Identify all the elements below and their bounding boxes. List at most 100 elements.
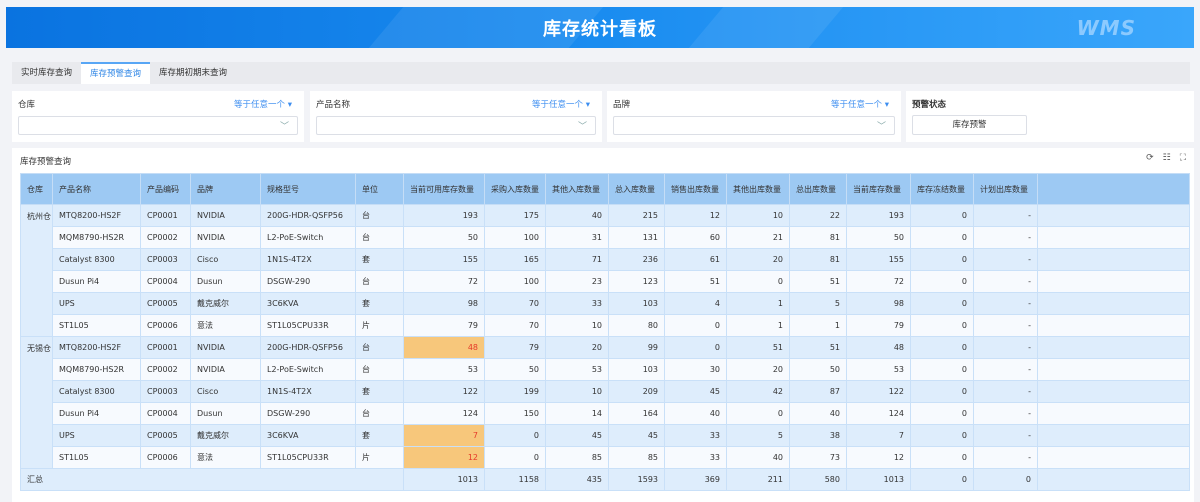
- table-cell: 12: [846, 446, 911, 469]
- column-header[interactable]: 其他出库数量: [726, 173, 790, 205]
- table-cell: 193: [403, 204, 485, 227]
- table-row[interactable]: MQM8790-HS2R CP0002 NVIDIA L2-PoE-Switch 台 53…: [21, 358, 1190, 381]
- product-name-select[interactable]: ﹀: [316, 116, 596, 135]
- column-header[interactable]: 规格型号: [260, 173, 356, 205]
- filter-operator-dropdown[interactable]: 等于任意一个 ▾: [234, 100, 292, 110]
- header-banner: 库存统计看板 WMS: [6, 7, 1194, 48]
- table-row[interactable]: 杭州仓 MTQ8200-HS2F CP0001 NVIDIA 200G-HDR-QSFP…: [20, 204, 1190, 337]
- fullscreen-icon[interactable]: ⛶: [1179, 153, 1186, 163]
- table-cell: 122: [846, 380, 911, 403]
- table-cell: 51: [789, 270, 847, 293]
- table-cell: 81: [789, 248, 847, 271]
- table-cell: 台: [355, 226, 404, 249]
- table-cell: 61: [664, 248, 727, 271]
- summary-label: 汇总: [20, 468, 404, 491]
- column-header[interactable]: 总出库数量: [789, 173, 847, 205]
- column-header[interactable]: 其他入库数量: [545, 173, 609, 205]
- table-cell: 122: [403, 380, 485, 403]
- filter-label: 预警状态: [912, 100, 947, 110]
- table-row[interactable]: UPS CP0005 戴克威尔 3C6KVA 套 98 70 33 103 4 1 5 98 0-: [21, 292, 1190, 315]
- table-row[interactable]: Dusun Pi4 CP0004 Dusun DSGW-290 台 72 100 23 123 5…: [21, 270, 1190, 293]
- table-row[interactable]: Dusun Pi4 CP0004 Dusun DSGW-290 台 124 150 14 164…: [21, 402, 1190, 425]
- table-cell: Dusun: [190, 402, 261, 425]
- table-cell: 5: [726, 424, 790, 447]
- table-cell: 10: [726, 204, 790, 227]
- table-cell: 79: [846, 314, 911, 337]
- table-row[interactable]: UPS CP0005 戴克威尔 3C6KVA 套 7 0 45 45 33 5 38 7 0-: [21, 424, 1190, 447]
- table-row[interactable]: ST1L05 CP0006 意法 ST1L05CPU33R 片 79 70 10 80 0 1 1 79…: [21, 314, 1190, 337]
- table-row[interactable]: MQM8790-HS2R CP0002 NVIDIA L2-PoE-Switch 台 50…: [21, 226, 1190, 249]
- table-row[interactable]: Catalyst 8300 CP0003 Cisco 1N1S-4T2X 套 155 165…: [21, 248, 1190, 271]
- tab-realtime-inventory[interactable]: 实时库存查询: [21, 68, 73, 78]
- chevron-down-icon: ﹀: [577, 122, 587, 132]
- table-cell: 50: [789, 358, 847, 381]
- inventory-warning-button[interactable]: 库存预警: [912, 115, 1027, 135]
- inventory-warning-table-card: 库存预警查询 ⟳ ☷ ⛶ 仓库 产品名称 产品编码 品牌 规格型号 单位 当前可用库存数量采…: [12, 148, 1194, 502]
- column-header[interactable]: 库存冻结数量: [910, 173, 974, 205]
- table-cell: UPS: [52, 292, 141, 315]
- summary-cell: 0: [973, 468, 1038, 491]
- table-cell: CP0001: [140, 204, 191, 227]
- filter-operator-dropdown[interactable]: 等于任意一个 ▾: [831, 100, 889, 110]
- table-cell: 套: [355, 380, 404, 403]
- table-cell: 38: [789, 424, 847, 447]
- summary-cell: 1013: [403, 468, 485, 491]
- table-cell: 0: [910, 314, 974, 337]
- table-cell: 70: [484, 314, 546, 337]
- column-header[interactable]: 采购入库数量: [484, 173, 546, 205]
- table-cell: 53: [403, 358, 485, 381]
- column-header[interactable]: 当前可用库存数量: [403, 173, 485, 205]
- filler-cell: [1037, 336, 1190, 359]
- table-cell: MQM8790-HS2R: [52, 358, 141, 381]
- column-header[interactable]: 单位: [355, 173, 404, 205]
- table-cell: 0: [910, 380, 974, 403]
- filler-cell: [1037, 446, 1190, 469]
- table-cell: 33: [664, 446, 727, 469]
- table-cell: 71: [545, 248, 609, 271]
- table-cell: Catalyst 8300: [52, 380, 141, 403]
- summary-cell: 0: [910, 468, 974, 491]
- tab-period-inventory[interactable]: 库存期初期末查询: [159, 68, 228, 78]
- table-cell: 0: [910, 358, 974, 381]
- filler-cell: [1037, 380, 1190, 403]
- table-cell: CP0003: [140, 380, 191, 403]
- column-header[interactable]: 销售出库数量: [664, 173, 727, 205]
- column-header[interactable]: 产品编码: [140, 173, 191, 205]
- table-cell: 台: [355, 402, 404, 425]
- filter-operator-dropdown[interactable]: 等于任意一个 ▾: [532, 100, 590, 110]
- table-row[interactable]: ST1L05 CP0006 意法 ST1L05CPU33R 片 12 0 85 85 33 40 73…: [21, 446, 1190, 469]
- table-cell: 套: [355, 292, 404, 315]
- table-cell: CP0004: [140, 270, 191, 293]
- table-cell: NVIDIA: [190, 226, 261, 249]
- table-cell: 48: [846, 336, 911, 359]
- table-cell: 戴克威尔: [190, 424, 261, 447]
- table-cell: 0: [910, 226, 974, 249]
- table-cell: 20: [726, 358, 790, 381]
- table-cell: 175: [484, 204, 546, 227]
- column-header[interactable]: 仓库: [20, 173, 53, 205]
- tab-inventory-warning[interactable]: 库存预警查询: [81, 62, 151, 84]
- table-cell: 3C6KVA: [260, 292, 356, 315]
- column-header[interactable]: 计划出库数量: [973, 173, 1038, 205]
- table-cell: 20: [545, 336, 609, 359]
- column-header[interactable]: 产品名称: [52, 173, 141, 205]
- table-cell: 131: [608, 226, 665, 249]
- filler-cell: [1037, 314, 1190, 337]
- brand-select[interactable]: ﹀: [613, 116, 895, 135]
- table-cell: 30: [664, 358, 727, 381]
- filler-cell: [1037, 468, 1190, 491]
- refresh-icon[interactable]: ⟳: [1146, 153, 1154, 163]
- column-header[interactable]: 当前库存数量: [846, 173, 911, 205]
- table-cell: MQM8790-HS2R: [52, 226, 141, 249]
- table-row[interactable]: Catalyst 8300 CP0003 Cisco 1N1S-4T2X 套 122 199…: [21, 380, 1190, 403]
- table-cell: 100: [484, 270, 546, 293]
- filler-cell: [1037, 292, 1190, 315]
- column-header[interactable]: 品牌: [190, 173, 261, 205]
- table-cell: 70: [484, 292, 546, 315]
- warehouse-select[interactable]: ﹀: [18, 116, 298, 135]
- column-header[interactable]: 总入库数量: [608, 173, 665, 205]
- table-row[interactable]: 无锡仓 MTQ8200-HS2F CP0001 NVIDIA 200G-HDR-QSFP…: [20, 336, 1190, 469]
- filler-cell: [1037, 402, 1190, 425]
- column-settings-icon[interactable]: ☷: [1162, 153, 1171, 163]
- table-cell: 12: [664, 204, 727, 227]
